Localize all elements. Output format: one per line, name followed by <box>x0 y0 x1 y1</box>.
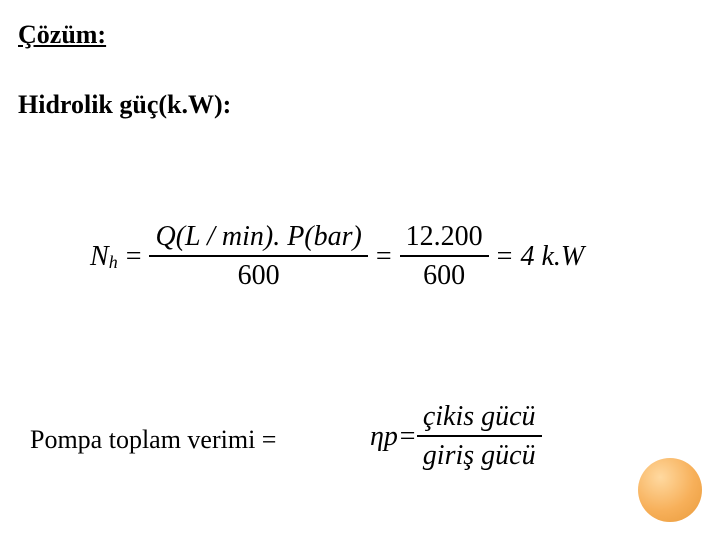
eq2-fraction: çikis gücü giriş gücü <box>417 400 542 474</box>
eq1-frac1-num: Q(L / min). P(bar) <box>149 220 367 255</box>
heading-hidrolik: Hidrolik güç(k.W): <box>18 90 231 120</box>
eq2-equals: = <box>398 421 417 453</box>
eq1-frac2-num: 12.200 <box>400 220 489 255</box>
heading-cozum: Çözüm: <box>18 20 106 50</box>
eq1-lhs-var: N <box>90 241 109 273</box>
eq1-equals-3: = <box>497 241 513 273</box>
label-pompa-verimi: Pompa toplam verimi = <box>30 425 276 455</box>
eq2-den: giriş gücü <box>417 437 542 474</box>
eq1-frac2-den: 600 <box>417 257 471 294</box>
eq1-fraction-1: Q(L / min). P(bar) 600 <box>149 220 367 294</box>
eq1-fraction-2: 12.200 600 <box>400 220 489 294</box>
decorative-circle-icon <box>638 458 702 522</box>
eq1-lhs-sub: h <box>109 252 118 273</box>
eq1-result: 4 k.W <box>520 241 584 273</box>
eq1-frac1-den: 600 <box>232 257 286 294</box>
eq1-equals-1: = <box>126 241 142 273</box>
eq2-num: çikis gücü <box>417 400 542 435</box>
eq1-equals-2: = <box>376 241 392 273</box>
eq2-sub: p <box>384 421 398 453</box>
equation-pump-efficiency: ηp = çikis gücü giriş gücü <box>370 400 542 474</box>
eq2-eta: η <box>370 421 384 453</box>
equation-hydraulic-power: Nh = Q(L / min). P(bar) 600 = 12.200 600… <box>90 220 584 294</box>
